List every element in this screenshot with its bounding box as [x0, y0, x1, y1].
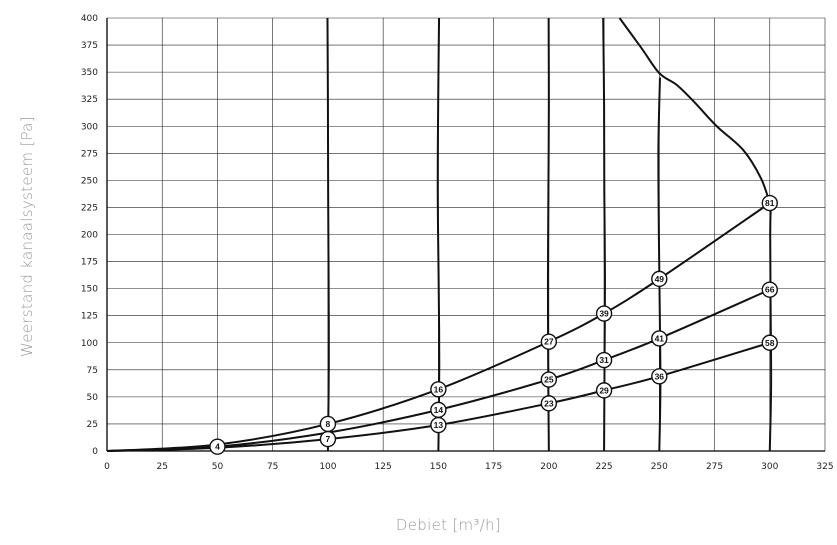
y-axis-label: Weerstand kanaalsysteem [Pa] — [18, 116, 36, 358]
marker-circle — [595, 305, 613, 322]
marker-circle — [430, 416, 447, 434]
grid — [106, 17, 826, 452]
flow-line — [602, 17, 606, 452]
marker-label: 16 — [434, 384, 444, 394]
x-tick-label: 125 — [375, 462, 392, 472]
x-tick-label: 325 — [816, 462, 833, 472]
y-tick-label: 50 — [87, 393, 99, 403]
y-tick-label: 325 — [81, 95, 98, 105]
y-tick-label: 175 — [81, 258, 98, 268]
x-tick-label: 175 — [485, 462, 502, 472]
marker-label: 8 — [326, 419, 331, 429]
x-tick-label: 100 — [319, 462, 336, 472]
marker-label: 14 — [434, 405, 444, 415]
y-tick-label: 150 — [81, 285, 98, 295]
marker-label: 25 — [544, 375, 554, 385]
marker-circle — [761, 334, 778, 351]
y-tick-label: 225 — [81, 203, 98, 213]
marker-label: 29 — [599, 385, 609, 395]
x-tick-label: 0 — [104, 462, 110, 472]
marker-circle — [595, 382, 613, 399]
marker-circle — [651, 368, 668, 385]
marker-label: 58 — [765, 338, 775, 348]
y-tick-label: 350 — [81, 68, 98, 78]
y-tick-label: 300 — [81, 122, 98, 132]
y-tick-label: 125 — [81, 312, 98, 322]
marker-label: 31 — [599, 355, 609, 365]
marker-label: 49 — [655, 274, 665, 284]
x-tick-label: 225 — [595, 462, 612, 472]
y-tick-label: 100 — [81, 339, 98, 349]
markers: 4 8 7 16 14 13 27 25 23 39 31 29 49 41 36 81 66 58 — [209, 194, 778, 455]
x-tick-label: 200 — [540, 462, 557, 472]
y-tick-label: 375 — [81, 41, 98, 51]
x-tick-label: 300 — [761, 462, 778, 472]
marker-circle — [540, 333, 558, 350]
marker-circle — [761, 281, 778, 298]
x-tick-label: 75 — [267, 462, 278, 472]
y-tick-label: 275 — [81, 149, 98, 159]
x-tick-label: 250 — [651, 462, 668, 472]
x-axis-label: Debiet [m³/h] — [395, 516, 502, 534]
marker-label: 27 — [544, 337, 554, 347]
y-tick-label: 200 — [81, 231, 98, 241]
y-tick-label: 75 — [87, 366, 98, 376]
marker-circle — [540, 371, 558, 388]
marker-label: 23 — [544, 398, 554, 408]
marker-label: 81 — [765, 198, 775, 208]
marker-circle — [761, 194, 778, 212]
marker-label: 66 — [765, 285, 775, 295]
flow-line — [768, 203, 773, 452]
y-tick-label: 25 — [87, 420, 98, 430]
marker-label: 13 — [434, 420, 444, 430]
marker-label: 36 — [655, 371, 665, 381]
x-tick-label: 25 — [157, 462, 168, 472]
x-tick-label: 150 — [430, 462, 447, 472]
marker-circle — [595, 351, 613, 369]
marker-label: 7 — [326, 434, 331, 444]
flow-line — [657, 77, 662, 452]
marker-label: 41 — [655, 333, 665, 343]
tick-labels: 0 25 50 75 100 125 150 175 200 225 250 275 300 325 0 25… — [81, 14, 834, 472]
x-tick-label: 50 — [212, 462, 224, 472]
marker-label: 4 — [215, 442, 220, 452]
y-tick-label: 400 — [81, 14, 98, 24]
marker-circle — [209, 438, 226, 455]
marker-circle — [651, 330, 668, 347]
marker-circle — [430, 381, 447, 398]
marker-label: 39 — [599, 309, 609, 319]
flow-line — [326, 17, 330, 452]
envelope-curve-group — [618, 17, 771, 204]
x-tick-label: 275 — [706, 462, 723, 472]
marker-circle — [540, 395, 558, 412]
envelope-curve — [618, 17, 771, 204]
y-tick-label: 0 — [92, 447, 98, 457]
flow-line — [436, 17, 441, 452]
flow-lines — [326, 17, 773, 452]
marker-circle — [319, 430, 337, 448]
marker-circle — [651, 270, 668, 288]
y-tick-label: 250 — [81, 176, 98, 186]
